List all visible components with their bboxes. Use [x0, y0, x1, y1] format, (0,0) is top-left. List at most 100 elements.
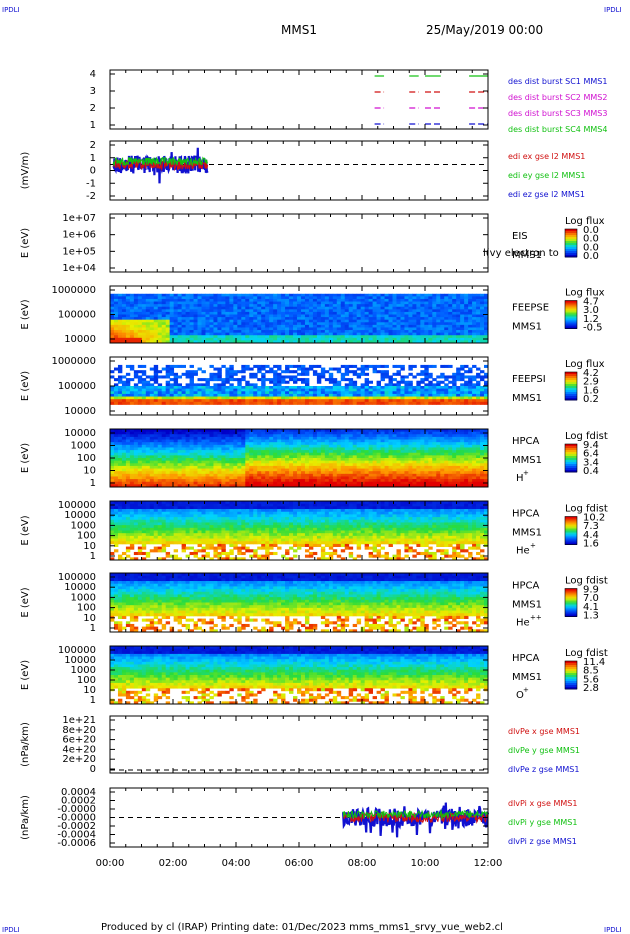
spectrogram-cell: [165, 450, 171, 454]
spectrogram-cell: [404, 340, 409, 344]
spectrogram-cell: [213, 460, 218, 464]
spectrogram-cell: [360, 434, 366, 438]
spectrogram-cell: [328, 293, 334, 297]
spectrogram-cell: [476, 332, 481, 336]
spectrogram-cell: [332, 471, 338, 475]
spectrogram-cell: [384, 301, 389, 305]
spectrogram-cell: [304, 471, 310, 475]
spectrogram-cell: [484, 393, 489, 397]
spectrogram-cell: [308, 367, 314, 371]
spectrogram-cell: [464, 298, 469, 302]
spectrogram-cell: [189, 332, 194, 336]
spectrogram-cell: [404, 293, 409, 297]
spectrogram-cell: [245, 314, 250, 318]
spectrogram-cell: [356, 463, 362, 467]
spectrogram-cell: [316, 314, 322, 318]
spectrogram-cell: [281, 442, 286, 446]
spectrogram-cell: [117, 380, 123, 384]
spectrogram-cell: [372, 399, 377, 403]
spectrogram-cell: [297, 306, 302, 310]
spectrogram-cell: [360, 431, 366, 435]
spectrogram-cell: [324, 378, 330, 382]
spectrogram-cell: [113, 393, 119, 397]
spectrogram-cell: [289, 431, 294, 435]
spectrogram-cell: [141, 458, 147, 462]
spectrogram-cell: [205, 476, 210, 480]
spectrogram-cell: [468, 301, 473, 305]
spectrogram-cell: [209, 401, 214, 405]
spectrogram-cell: [129, 463, 135, 467]
spectrogram-cell: [229, 375, 234, 379]
spectrogram-cell: [261, 393, 266, 397]
spectrogram-cell: [269, 468, 274, 472]
spectrogram-cell: [137, 314, 143, 318]
spectrogram-cell: [225, 439, 230, 443]
spectrogram-cell: [316, 434, 322, 438]
spectrogram-cell: [205, 444, 210, 448]
spectrogram-cell: [273, 465, 278, 469]
spectrogram-cell: [145, 380, 151, 384]
spectrogram-cell: [384, 298, 389, 302]
spectrogram-cell: [356, 314, 362, 318]
spectrogram-cell: [245, 399, 250, 403]
spectrogram-cell: [137, 479, 143, 483]
spectrogram-cell: [332, 479, 338, 483]
spectrogram-cell: [384, 481, 389, 485]
spectrogram-cell: [300, 311, 306, 315]
spectrogram-cell: [265, 314, 270, 318]
spectrogram-cell: [197, 471, 202, 475]
spectrogram-cell: [193, 465, 198, 469]
spectrogram-cell: [209, 465, 214, 469]
spectrogram-cell: [233, 463, 238, 467]
spectrogram-cell: [440, 304, 445, 308]
spectrogram-cell: [436, 327, 441, 331]
spectrogram-cell: [221, 468, 226, 472]
spectrogram-cell: [161, 324, 167, 328]
spectrogram-cell: [404, 455, 409, 459]
spectrogram-cell: [456, 309, 461, 313]
spectrogram-cell: [460, 330, 465, 334]
spectrogram-cell: [145, 484, 151, 488]
spectrogram-cell: [129, 388, 135, 392]
spectrogram-cell: [197, 401, 202, 405]
spectrogram-cell: [229, 399, 234, 403]
spectrogram-cell: [229, 324, 234, 328]
spectrogram-cell: [420, 306, 425, 310]
spectrogram-cell: [233, 465, 238, 469]
spectrogram-cell: [165, 391, 171, 395]
spectrogram-cell: [205, 479, 210, 483]
spectrogram-cell: [149, 429, 155, 433]
spectrogram-cell: [221, 481, 226, 485]
spectrogram-cell: [281, 447, 286, 451]
spectrogram-cell: [304, 383, 310, 387]
spectrogram-cell: [304, 367, 310, 371]
spectrogram-cell: [336, 309, 342, 313]
spectrogram-cell: [408, 298, 413, 302]
spectrogram-cell: [165, 370, 171, 374]
spectrogram-cell: [324, 471, 330, 475]
colorbar-segment: [565, 394, 577, 397]
spectrogram-cell: [348, 460, 354, 464]
spectrogram-cell: [225, 388, 230, 392]
spectrogram-cell: [404, 396, 409, 400]
spectrogram-cell: [257, 324, 262, 328]
spectrogram-cell: [257, 314, 262, 318]
spectrogram-cell: [165, 375, 171, 379]
spectrogram-cell: [360, 317, 366, 321]
spectrogram-cell: [229, 444, 234, 448]
spectrogram-cell: [229, 391, 234, 395]
spectrogram-cell: [448, 399, 453, 403]
spectrogram-cell: [297, 317, 302, 321]
spectrogram-cell: [320, 370, 326, 374]
spectrogram-cell: [177, 375, 183, 379]
spectrogram-cell: [121, 317, 127, 321]
spectrogram-cell: [432, 393, 437, 397]
spectrogram-cell: [173, 375, 179, 379]
spectrogram-cell: [300, 479, 306, 483]
spectrogram-cell: [340, 455, 346, 459]
spectrogram-cell: [161, 434, 167, 438]
spectrogram-cell: [133, 375, 139, 379]
spectrogram-cell: [181, 340, 186, 344]
spectrogram-cell: [336, 322, 342, 326]
spectrogram-cell: [133, 332, 139, 336]
